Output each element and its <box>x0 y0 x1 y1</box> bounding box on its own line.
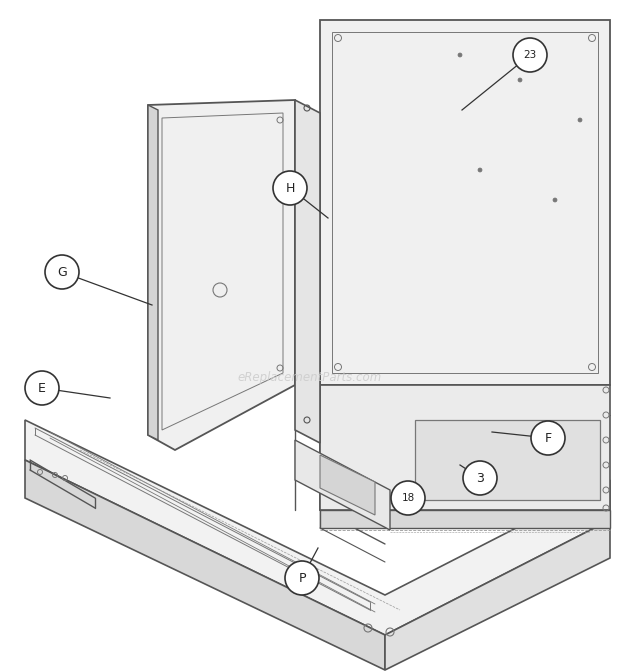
Text: P: P <box>298 571 306 585</box>
Text: 18: 18 <box>401 493 415 503</box>
Circle shape <box>25 371 59 405</box>
Polygon shape <box>320 20 610 385</box>
Circle shape <box>45 255 79 289</box>
Polygon shape <box>25 460 385 670</box>
Polygon shape <box>415 420 600 500</box>
Polygon shape <box>320 510 610 528</box>
Circle shape <box>513 38 547 72</box>
Circle shape <box>553 198 557 202</box>
Polygon shape <box>295 440 390 530</box>
Polygon shape <box>320 455 375 515</box>
Circle shape <box>578 118 582 122</box>
Text: H: H <box>285 181 294 194</box>
Polygon shape <box>148 105 158 440</box>
Text: 3: 3 <box>476 472 484 485</box>
Circle shape <box>285 561 319 595</box>
Polygon shape <box>295 100 320 443</box>
Text: F: F <box>544 431 552 444</box>
Circle shape <box>458 53 462 57</box>
Text: 23: 23 <box>523 50 537 60</box>
Circle shape <box>273 171 307 205</box>
Circle shape <box>478 168 482 172</box>
Text: eReplacementParts.com: eReplacementParts.com <box>238 372 382 384</box>
Polygon shape <box>320 385 610 510</box>
Polygon shape <box>148 100 295 450</box>
Polygon shape <box>25 420 610 635</box>
Circle shape <box>531 421 565 455</box>
Polygon shape <box>385 520 610 670</box>
Circle shape <box>518 78 522 82</box>
Text: G: G <box>57 265 67 278</box>
Circle shape <box>391 481 425 515</box>
Circle shape <box>463 461 497 495</box>
Text: E: E <box>38 382 46 394</box>
